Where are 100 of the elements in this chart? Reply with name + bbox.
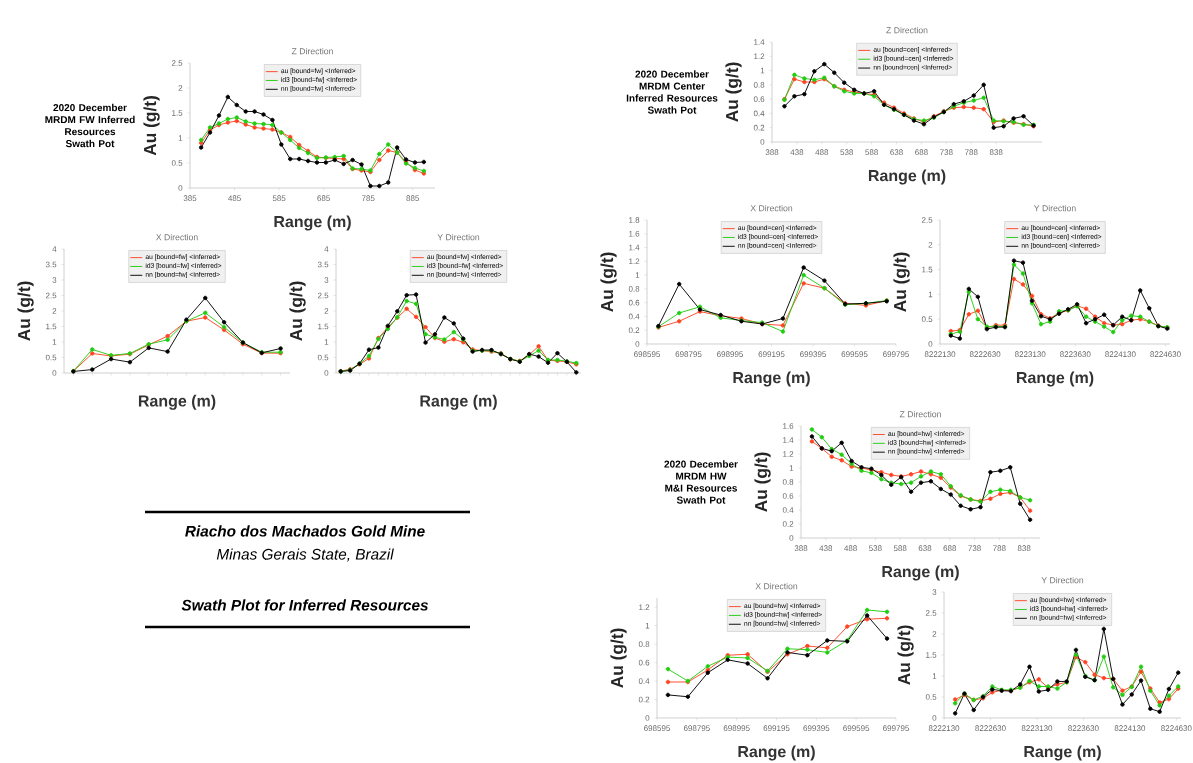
x-tick-label: 698995 [717,351,744,358]
y-tick-label: 3.5 [45,261,57,268]
y-tick-label: 0.6 [628,299,640,306]
y-tick-label: 0.6 [638,659,650,666]
chart-title: Y Direction [1041,576,1084,584]
y-tick-label: 0 [52,370,57,376]
y-axis-title: Au (g/t) [143,96,160,156]
x-axis-title: Range (m) [868,169,946,185]
y-axis-title: Au (g/t) [600,252,617,312]
x-tick-label: 385 [183,195,197,202]
y-axis-title: Au (g/t) [754,452,771,512]
y-tick-label: 0 [932,715,937,721]
y-axis-title: Au (g/t) [289,281,306,341]
x-tick-label: 738 [968,545,981,552]
x-tick-label: 8223130 [1014,351,1046,358]
y-tick-label: 0 [635,341,640,347]
x-tick-label: 638 [890,149,903,156]
y-tick-label: 1 [635,272,640,278]
chart-title: X Direction [156,233,198,241]
y-tick-label: 1.5 [172,110,183,116]
y-tick-label: 0 [178,185,183,191]
x-tick-label: 8224630 [1150,351,1181,358]
y-tick-label: 1 [324,339,329,345]
x-tick-label: 788 [993,545,1006,552]
y-tick-label: 0.5 [171,160,183,166]
x-tick-label: 485 [228,195,241,202]
x-tick-label: 588 [893,545,907,552]
y-tick-label: 0.6 [782,493,794,499]
y-tick-label: 1 [178,135,183,141]
x-axis-title: Range (m) [420,394,497,410]
y-tick-label: 2 [928,242,933,248]
y-tick-label: 1.4 [629,244,640,251]
y-tick-label: 0 [928,341,933,347]
y-tick-label: 0.8 [628,286,640,292]
y-tick-label: 0.4 [753,110,765,117]
y-tick-label: 1.5 [46,323,57,330]
y-tick-label: 4 [324,246,329,252]
x-tick-label: 699795 [883,351,910,358]
y-tick-label: 0.5 [925,694,937,700]
x-tick-label: 538 [869,545,882,552]
y-tick-label: 0 [645,715,650,721]
y-axis-title: Au (g/t) [17,281,34,341]
x-tick-label: 488 [815,149,829,156]
y-tick-label: 1.2 [754,53,765,60]
chart-title: X Direction [750,204,793,212]
x-tick-label: 698595 [644,725,671,732]
y-tick-label: 0 [760,139,765,145]
y-tick-label: 0.8 [753,82,765,88]
x-tick-label: 8224630 [1161,725,1192,732]
x-tick-label: 699395 [800,351,827,358]
y-tick-label: 1.4 [754,39,765,45]
x-tick-label: 388 [794,545,808,552]
y-tick-label: 2 [52,308,57,314]
y-tick-label: 0.8 [782,479,794,485]
y-tick-label: 0.2 [782,521,794,527]
x-tick-label: 538 [840,149,854,156]
x-axis-title: Range (m) [1024,745,1101,761]
text: 2020 December MRDM FW Inferred Resources Swath Pot [45,103,135,148]
y-tick-label: 1 [760,67,765,74]
x-tick-label: 788 [965,149,978,156]
x-tick-label: 688 [943,545,957,552]
x-axis-title: Range (m) [738,745,815,761]
x-tick-label: 685 [317,195,330,202]
y-tick-label: 1.5 [926,652,937,658]
y-tick-label: 1 [645,622,650,629]
y-tick-label: 0.2 [628,327,640,334]
y-tick-label: 2.5 [45,292,57,299]
text: Swath Plot for Inferred Resources [181,599,429,611]
x-tick-label: 838 [1017,545,1031,552]
chart-title: Y Direction [437,233,480,241]
y-tick-label: 1 [932,673,937,679]
y-tick-label: 2.5 [317,292,329,299]
x-axis-title: Range (m) [1016,371,1094,387]
chart-title: Z Direction [899,410,941,418]
x-tick-label: 8223630 [1060,351,1091,358]
x-tick-label: 388 [765,149,779,156]
x-tick-label: 8223630 [1068,725,1099,732]
x-tick-label: 838 [989,149,1003,156]
x-tick-label: 8222630 [969,351,1001,358]
y-tick-label: 2.5 [925,610,937,616]
y-tick-label: 1 [928,291,933,298]
x-tick-label: 8224130 [1105,351,1136,358]
x-tick-label: 698795 [675,351,702,358]
y-tick-label: 2 [932,631,937,637]
y-tick-label: 2.5 [171,60,183,66]
chart-title: Z Direction [886,26,928,34]
y-tick-label: 1.6 [783,423,794,429]
y-tick-label: 3 [932,589,937,595]
x-tick-label: 699395 [803,725,830,732]
y-tick-label: 2 [178,85,183,91]
x-tick-label: 699795 [883,725,910,732]
x-tick-label: 8224130 [1114,725,1146,732]
y-tick-label: 1.5 [318,323,329,330]
chart-title: Z Direction [291,47,333,55]
chart-title: Y Direction [1034,204,1076,212]
y-tick-label: 3 [324,277,329,283]
y-tick-label: 0.8 [638,641,650,647]
y-tick-label: 0.2 [753,124,765,131]
x-tick-label: 438 [819,545,833,552]
y-tick-label: 1.2 [783,451,794,457]
